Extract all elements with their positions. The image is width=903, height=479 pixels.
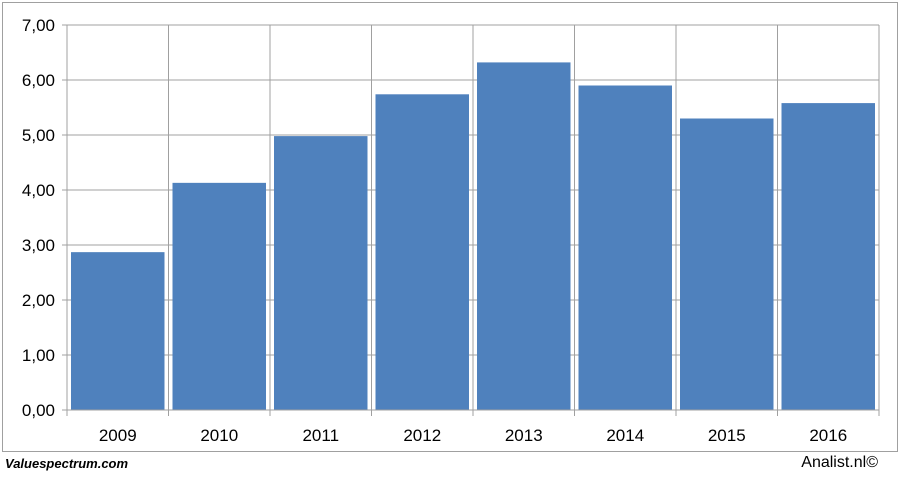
footer: Valuespectrum.com Analist.nl© [2,453,898,477]
y-tick-label: 7,00 [22,16,55,35]
bar-2013 [477,62,571,411]
source-credit: Valuespectrum.com [5,456,129,471]
chart-frame: 0,00 1,00 2,00 3,00 4,00 5,00 6,00 7,00 2009 2010… [2,2,898,452]
bar-2012 [375,94,469,411]
x-tick-label: 2016 [809,426,847,445]
y-tick-label: 3,00 [22,236,55,255]
bar-2009 [71,252,165,410]
x-tick-label: 2010 [200,426,238,445]
x-tick-label: 2009 [99,426,137,445]
bar-chart: 0,00 1,00 2,00 3,00 4,00 5,00 6,00 7,00 2009 2010… [22,16,880,445]
bar-2010 [172,182,266,410]
y-tick-label: 2,00 [22,291,55,310]
x-tick-label: 2011 [302,426,339,445]
y-tick-label: 4,00 [22,181,55,200]
bar-2014 [578,85,672,410]
y-tick-label: 6,00 [22,71,55,90]
bar-2015 [680,118,774,410]
bar-2016 [781,103,875,410]
x-tick-label: 2013 [505,426,543,445]
copyright-credit: Analist.nl© [801,454,878,471]
x-tick-label: 2012 [403,426,441,445]
y-tick-label: 5,00 [22,126,55,145]
y-tick-label: 1,00 [22,346,55,365]
x-tick-label: 2014 [606,426,644,445]
y-tick-label: 0,00 [22,401,55,420]
x-tick-label: 2015 [708,426,746,445]
bar-2011 [274,136,368,410]
